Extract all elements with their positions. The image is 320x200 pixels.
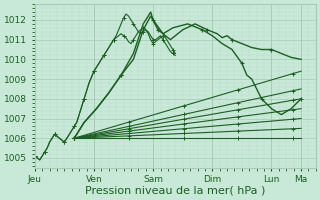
X-axis label: Pression niveau de la mer( hPa ): Pression niveau de la mer( hPa ) xyxy=(85,186,266,196)
